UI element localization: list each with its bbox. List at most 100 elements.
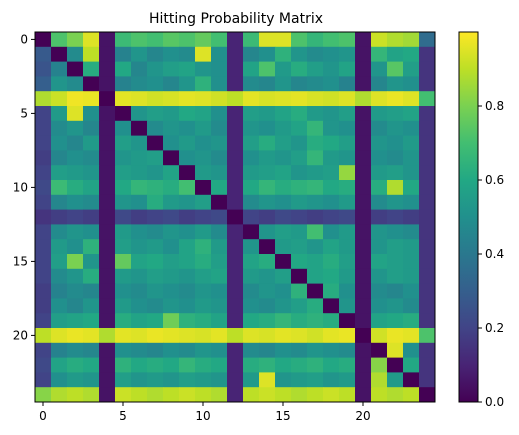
heatmap-cell — [179, 120, 196, 136]
heatmap-cell — [163, 283, 180, 299]
heatmap-cell — [259, 372, 276, 388]
heatmap-cell — [35, 32, 52, 48]
heatmap-cell — [227, 254, 244, 270]
heatmap-cell — [99, 135, 116, 151]
heatmap-cell — [371, 180, 388, 196]
heatmap-cell — [115, 106, 132, 122]
heatmap-cell — [211, 135, 228, 151]
heatmap-cell — [323, 254, 340, 270]
heatmap-cell — [67, 91, 84, 107]
heatmap-cell — [259, 150, 276, 166]
heatmap-cell — [99, 180, 116, 196]
y-axis: 0 5 10 15 20 — [13, 32, 35, 342]
heatmap-cell — [259, 46, 276, 62]
heatmap-cell — [403, 372, 420, 388]
heatmap-cell — [147, 106, 164, 122]
heatmap-cell — [211, 209, 228, 225]
heatmap-cell — [99, 61, 116, 77]
heatmap-cell — [387, 32, 404, 48]
y-tick-label: 0 — [20, 32, 28, 46]
heatmap-cell — [339, 283, 356, 299]
heatmap-cell — [355, 209, 372, 225]
heatmap-cell — [243, 387, 260, 403]
heatmap-cell — [243, 106, 260, 122]
heatmap-cell — [51, 387, 68, 403]
heatmap-cell — [195, 106, 212, 122]
heatmap-cell — [371, 372, 388, 388]
heatmap-cell — [291, 357, 308, 373]
heatmap-cell — [147, 357, 164, 373]
heatmap-cell — [387, 283, 404, 299]
heatmap-cell — [147, 268, 164, 284]
heatmap-cell — [179, 254, 196, 270]
heatmap-cell — [387, 194, 404, 210]
heatmap-cell — [275, 372, 292, 388]
heatmap-cell — [403, 298, 420, 314]
heatmap-cell — [323, 268, 340, 284]
heatmap-cell — [307, 32, 324, 48]
heatmap-cell — [211, 180, 228, 196]
heatmap-cell — [275, 254, 292, 270]
heatmap-cell — [339, 372, 356, 388]
x-tick-label: 5 — [119, 409, 127, 423]
heatmap-cell — [115, 61, 132, 77]
heatmap-cell — [339, 32, 356, 48]
heatmap-cell — [323, 313, 340, 329]
heatmap-cell — [371, 76, 388, 92]
heatmap-cell — [51, 91, 68, 107]
heatmap-cell — [259, 120, 276, 136]
heatmap-cell — [419, 254, 436, 270]
heatmap-cell — [179, 135, 196, 151]
heatmap-cell — [99, 357, 116, 373]
heatmap-cell — [35, 135, 52, 151]
heatmap-cell — [387, 357, 404, 373]
heatmap-cell — [227, 328, 244, 344]
heatmap-cell — [99, 342, 116, 358]
heatmap-cell — [83, 298, 100, 314]
heatmap-cell — [115, 32, 132, 48]
heatmap-cell — [387, 76, 404, 92]
heatmap-cell — [227, 283, 244, 299]
heatmap-cell — [83, 150, 100, 166]
heatmap-cell — [275, 357, 292, 373]
heatmap-cell — [403, 209, 420, 225]
heatmap-cell — [419, 313, 436, 329]
heatmap-cell — [339, 194, 356, 210]
heatmap-cell — [259, 194, 276, 210]
heatmap-cell — [67, 76, 84, 92]
heatmap-cell — [259, 209, 276, 225]
heatmap-cell — [51, 342, 68, 358]
heatmap-cell — [307, 283, 324, 299]
heatmap-cell — [195, 61, 212, 77]
heatmap-cell — [291, 298, 308, 314]
heatmap-cell — [99, 268, 116, 284]
heatmap-cell — [371, 135, 388, 151]
heatmap-cell — [147, 209, 164, 225]
heatmap-cell — [147, 150, 164, 166]
heatmap-cell — [355, 165, 372, 181]
heatmap-cell — [243, 150, 260, 166]
heatmap-cell — [387, 46, 404, 62]
heatmap-cell — [243, 313, 260, 329]
heatmap-cell — [403, 165, 420, 181]
heatmap-cell — [131, 328, 148, 344]
heatmap-cell — [387, 165, 404, 181]
heatmap-cell — [163, 254, 180, 270]
heatmap-cell — [195, 120, 212, 136]
heatmap-cell — [291, 328, 308, 344]
heatmap-cell — [339, 313, 356, 329]
heatmap-cell — [323, 91, 340, 107]
heatmap-cell — [419, 135, 436, 151]
heatmap-cell — [115, 150, 132, 166]
colorbar — [458, 31, 479, 403]
heatmap-cell — [147, 61, 164, 77]
heatmap-cell — [35, 180, 52, 196]
heatmap-cell — [419, 120, 436, 136]
heatmap-cell — [275, 120, 292, 136]
heatmap-cell — [147, 32, 164, 48]
heatmap-cell — [275, 61, 292, 77]
heatmap-cell — [307, 357, 324, 373]
heatmap-cell — [99, 254, 116, 270]
heatmap-cell — [291, 135, 308, 151]
heatmap-cell — [179, 268, 196, 284]
